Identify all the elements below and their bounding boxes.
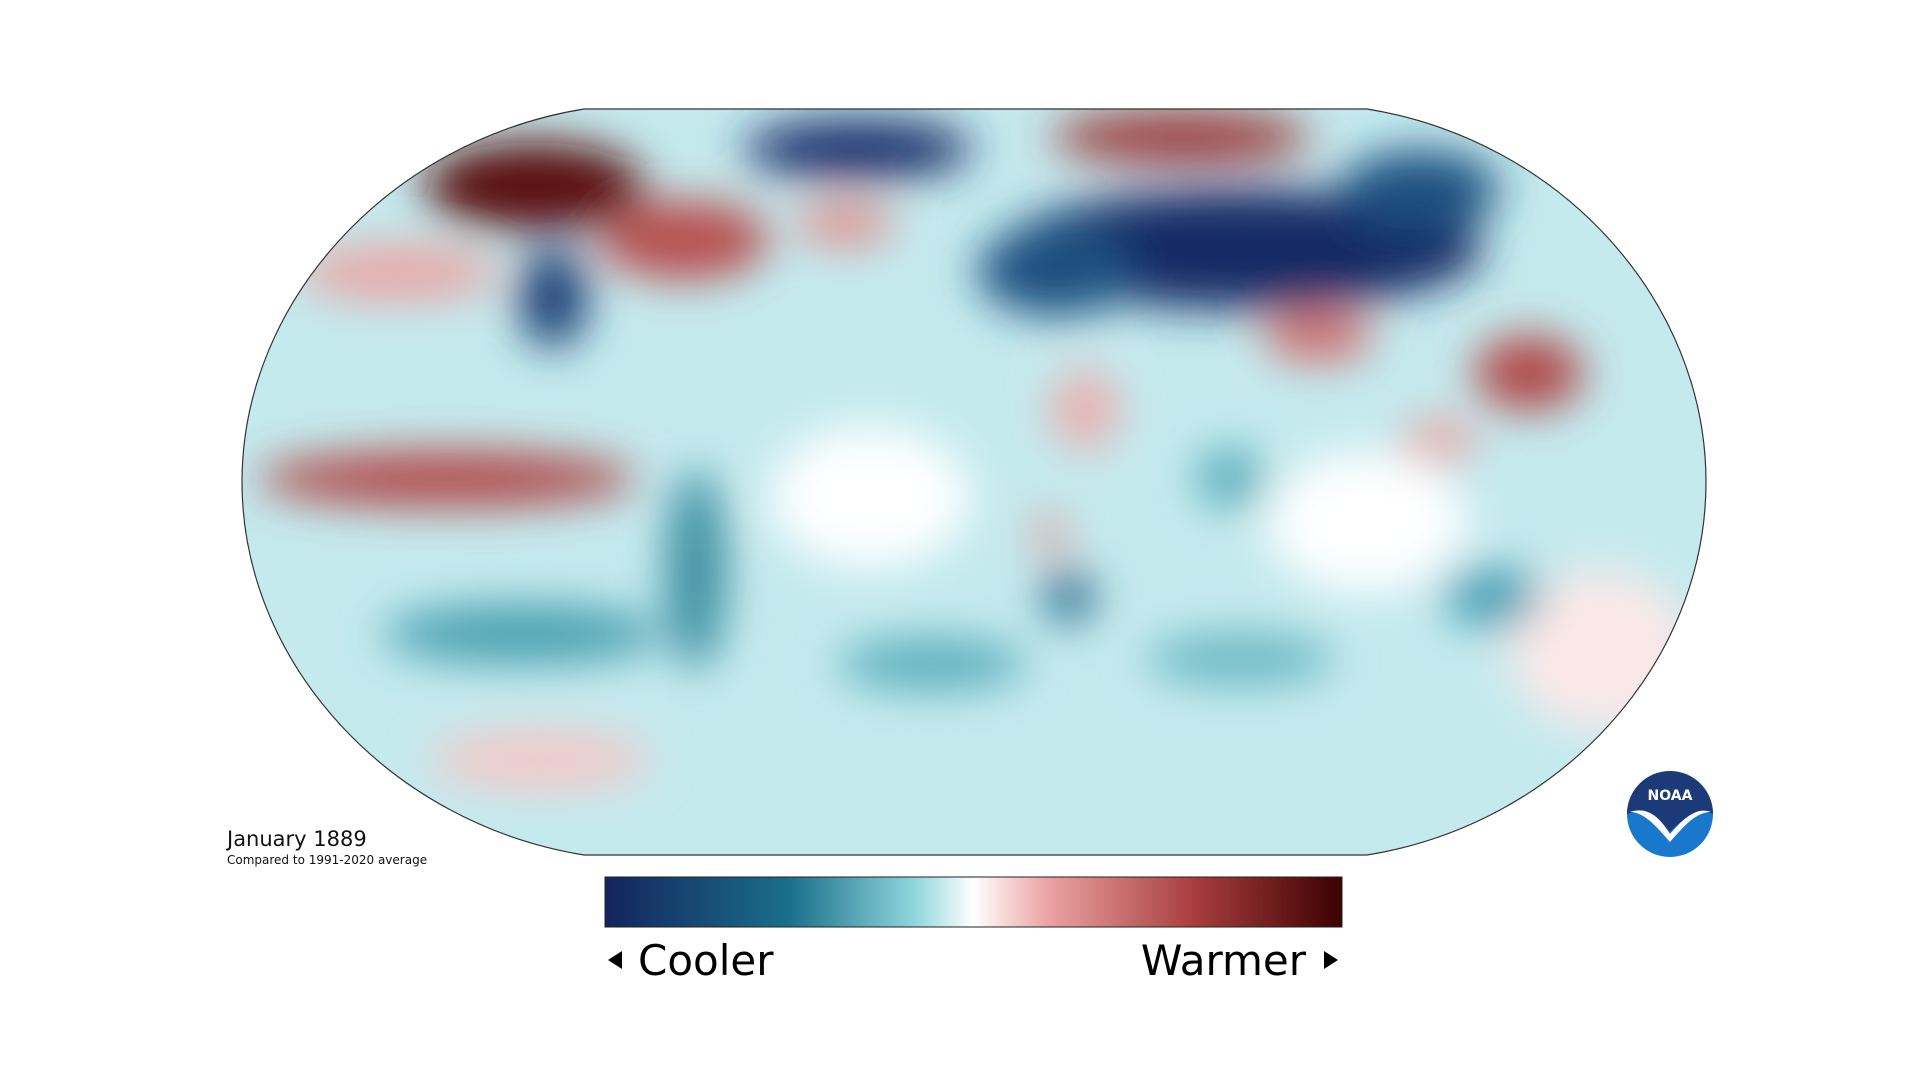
warm-area — [1050, 370, 1120, 450]
logo-bird — [1630, 810, 1711, 842]
warm-area — [430, 730, 650, 790]
warm-area — [257, 451, 637, 507]
warm-area — [795, 202, 895, 246]
noaa-logo: NOAA — [1627, 771, 1713, 857]
logo-top — [1627, 771, 1713, 832]
warm-area — [1032, 515, 1068, 555]
warm-area — [298, 245, 498, 301]
map-subtitle: Compared to 1991-2020 average — [227, 853, 427, 867]
warm-area — [1051, 111, 1311, 163]
cool-area — [837, 638, 1027, 690]
cool-area — [1145, 633, 1335, 685]
warm-area — [1263, 310, 1373, 362]
warm-area — [1400, 418, 1480, 462]
cool-area — [382, 604, 662, 664]
cool-area — [1442, 567, 1542, 627]
logo-text: NOAA — [1648, 788, 1693, 804]
map-title: January 1889 — [225, 827, 367, 851]
cool-area — [977, 226, 1137, 316]
neutral-area — [1267, 452, 1467, 592]
warmer-label: Warmer — [1141, 936, 1307, 985]
warm-area — [1474, 335, 1584, 411]
cool-area — [1043, 571, 1095, 623]
neutral-area — [770, 427, 970, 567]
cooler-arrow — [608, 951, 622, 969]
cool-area — [1195, 448, 1265, 508]
cool-area — [666, 470, 726, 670]
anomaly-map — [242, 109, 1706, 855]
warm-area — [599, 200, 769, 280]
cool-area — [743, 119, 973, 179]
anomaly-field — [257, 111, 1690, 790]
warmer-arrow — [1324, 951, 1338, 969]
cooler-label: Cooler — [638, 936, 774, 985]
warm-area — [424, 142, 644, 230]
cool-area — [518, 248, 588, 348]
cool-area — [1340, 150, 1500, 230]
color-bar — [604, 876, 1343, 928]
map-outline — [241, 108, 1707, 856]
